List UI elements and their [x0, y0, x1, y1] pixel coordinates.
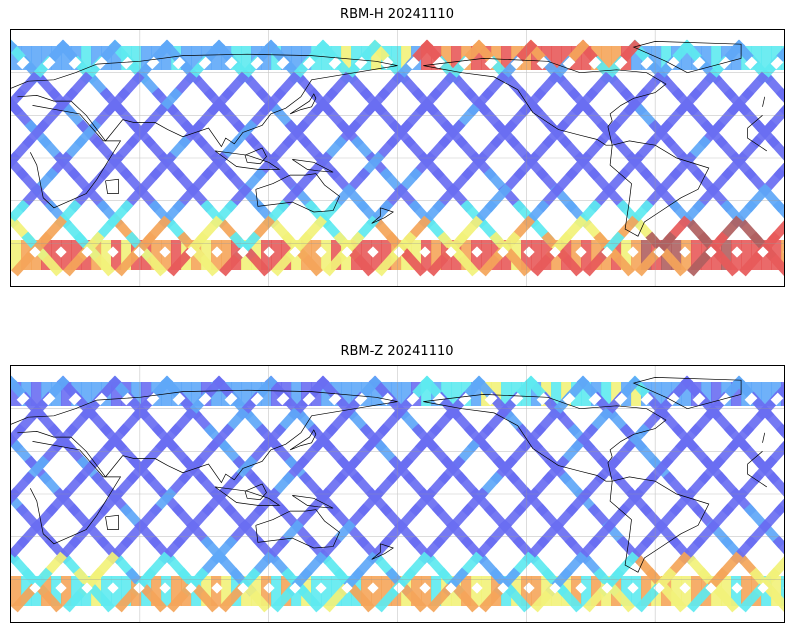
swath-map-rbm-h — [11, 30, 784, 286]
swath-map-rbm-z — [11, 366, 784, 622]
map-panel-rbm-h — [10, 29, 785, 287]
map-panel-rbm-z — [10, 365, 785, 623]
map-title-rbm-z: RBM-Z 20241110 — [340, 344, 454, 359]
map-title-rbm-h: RBM-H 20241110 — [340, 7, 454, 22]
